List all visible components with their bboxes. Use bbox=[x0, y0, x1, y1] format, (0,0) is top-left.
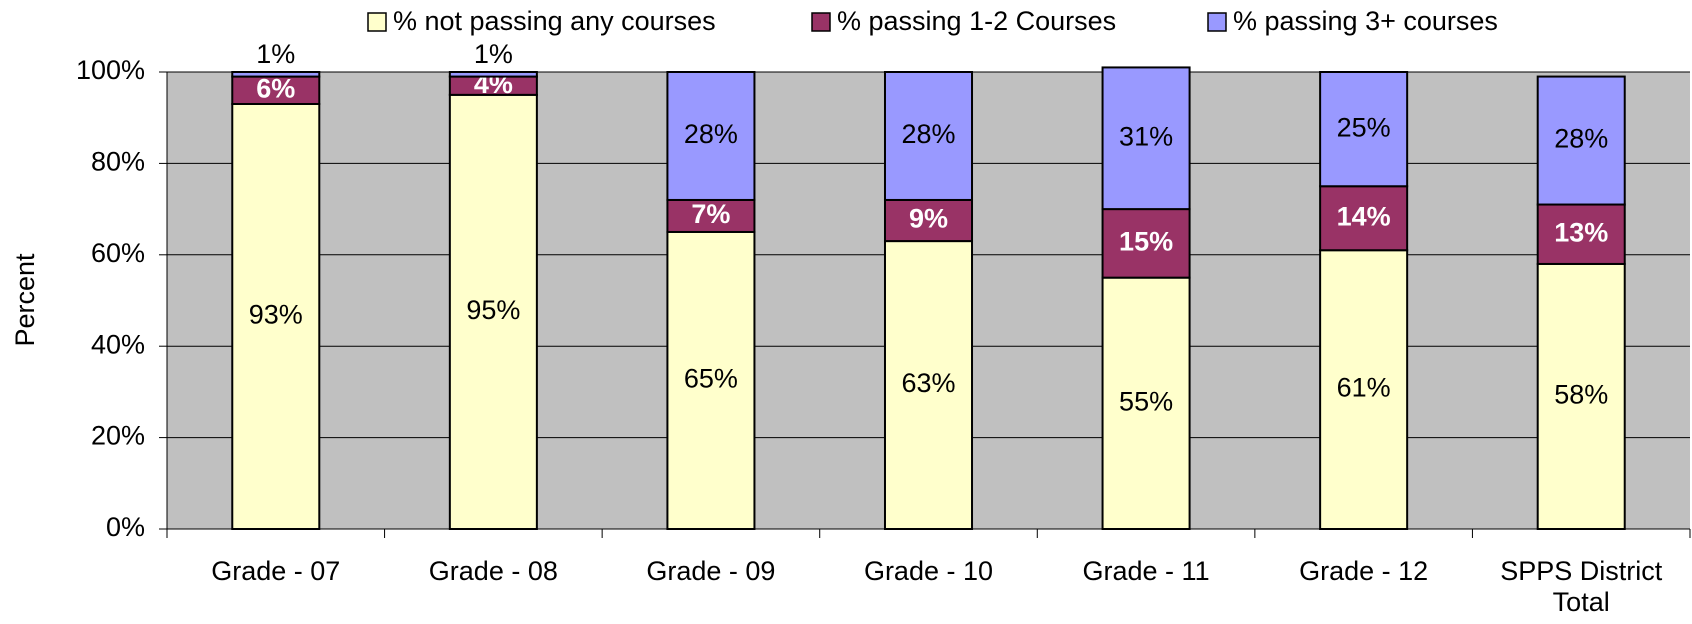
data-label: 13% bbox=[1554, 217, 1608, 247]
y-tick-label: 100% bbox=[76, 55, 145, 85]
data-label: 25% bbox=[1337, 112, 1391, 142]
data-label: 58% bbox=[1554, 380, 1608, 410]
bar-segment bbox=[1101, 66, 1191, 211]
bar-segment bbox=[883, 240, 974, 530]
data-label: 28% bbox=[1554, 124, 1608, 154]
legend-swatch bbox=[1207, 12, 1227, 32]
x-tick-label: SPPS District Total bbox=[1500, 556, 1663, 617]
bar-segment bbox=[1101, 208, 1191, 279]
data-label: 61% bbox=[1337, 373, 1391, 403]
y-axis-label: Percent bbox=[10, 253, 40, 347]
bar-segment bbox=[1101, 276, 1191, 530]
data-label: 28% bbox=[684, 119, 738, 149]
x-tick-label: Grade - 08 bbox=[428, 556, 558, 586]
data-label: 55% bbox=[1119, 386, 1173, 416]
bar-segment bbox=[1319, 71, 1409, 188]
data-label: 7% bbox=[691, 199, 730, 229]
bar-segment bbox=[1536, 75, 1626, 206]
x-tick-label: Grade - 12 bbox=[1299, 556, 1429, 586]
bar-segment bbox=[1536, 203, 1626, 265]
data-label: 63% bbox=[901, 368, 955, 398]
legend-label: % not passing any courses bbox=[393, 6, 716, 36]
bar-segment bbox=[231, 75, 321, 105]
legend-label: % passing 3+ courses bbox=[1233, 6, 1498, 36]
bar-segment bbox=[231, 71, 321, 78]
data-label: 28% bbox=[901, 119, 955, 149]
y-tick-label: 60% bbox=[91, 238, 145, 268]
data-label: 1% bbox=[256, 39, 295, 69]
legend-swatch bbox=[811, 12, 831, 32]
bar-segment bbox=[1536, 262, 1626, 530]
data-label: 9% bbox=[909, 204, 948, 234]
data-label: 6% bbox=[256, 73, 295, 103]
y-tick-label: 80% bbox=[91, 147, 145, 177]
data-label: 93% bbox=[249, 300, 303, 330]
legend-swatch bbox=[367, 12, 387, 32]
bar-segment bbox=[1319, 185, 1409, 252]
data-label: 15% bbox=[1119, 227, 1173, 257]
bar-segment bbox=[666, 230, 756, 530]
y-tick-label: 20% bbox=[91, 421, 145, 451]
bar-segment bbox=[883, 71, 974, 201]
data-label: 14% bbox=[1337, 201, 1391, 231]
legend-label: % passing 1-2 Courses bbox=[837, 6, 1116, 36]
x-tick-label: Grade - 09 bbox=[646, 556, 776, 586]
x-tick-label: Grade - 10 bbox=[863, 556, 994, 586]
data-label: 65% bbox=[684, 364, 738, 394]
y-tick-label: 40% bbox=[91, 329, 145, 359]
bar-segment bbox=[1319, 249, 1409, 530]
x-tick-label: Grade - 11 bbox=[1082, 556, 1210, 586]
bar-segment bbox=[448, 71, 538, 78]
y-tick-label: 0% bbox=[106, 512, 145, 542]
bar-segment bbox=[883, 198, 974, 243]
data-label: 95% bbox=[466, 295, 520, 325]
x-tick-label: Grade - 07 bbox=[211, 556, 341, 586]
data-label: 31% bbox=[1119, 121, 1173, 151]
bar-segment bbox=[666, 71, 756, 201]
data-label: 1% bbox=[474, 39, 513, 69]
bar-segment bbox=[448, 93, 538, 530]
